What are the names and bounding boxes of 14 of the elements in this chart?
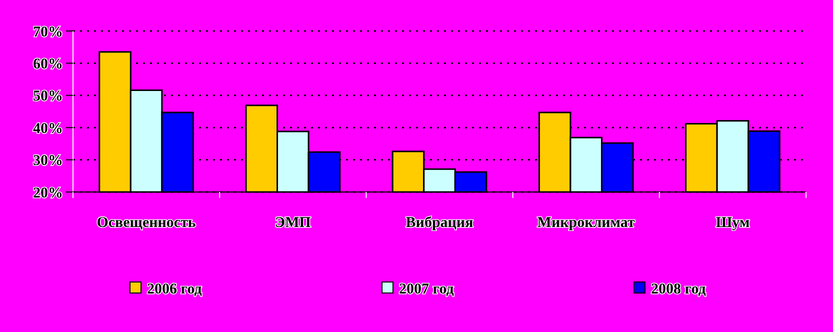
y-tick-label: 50% <box>33 88 63 105</box>
x-tick-label: Шум <box>716 215 750 231</box>
x-tick-label: Вибрация <box>406 215 474 231</box>
y-tick-label: 20% <box>33 185 63 202</box>
y-tick-label: 70% <box>33 24 63 40</box>
y-tick-label: 60% <box>33 56 63 72</box>
y-tick-label: 30% <box>33 153 63 170</box>
legend-label: 2008 год <box>651 281 706 298</box>
y-tick-label: 40% <box>33 120 63 137</box>
legend-label: 2006 год <box>147 281 202 298</box>
x-tick-label: Микроклимат <box>537 215 636 231</box>
x-tick-label: Освещенность <box>96 215 196 231</box>
legend-label: 2007 год <box>399 281 454 298</box>
x-tick-label: ЭМП <box>274 215 312 231</box>
